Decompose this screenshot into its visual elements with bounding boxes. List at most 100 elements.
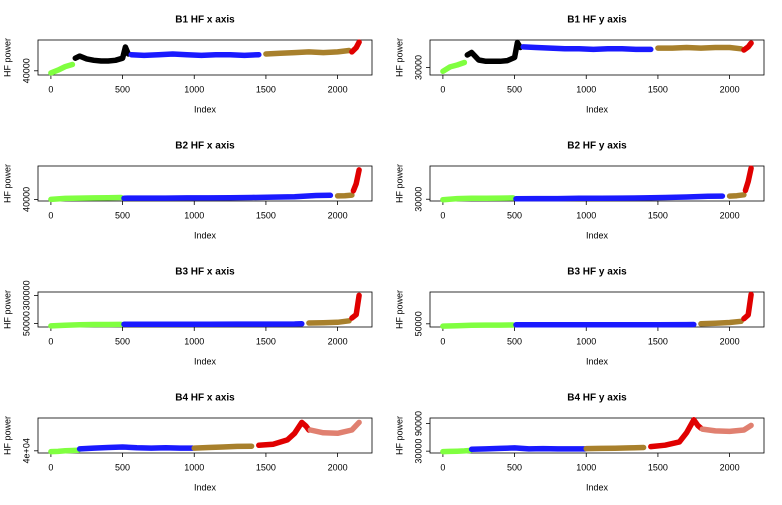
x-tick-label: 1500: [256, 336, 276, 346]
plot-box: [37, 291, 373, 328]
y-axis-label: HF power: [394, 164, 404, 203]
x-tick-label: 500: [115, 210, 130, 220]
point-series: [741, 291, 754, 322]
point-series: [655, 44, 744, 52]
x-tick-label: 2000: [720, 210, 740, 220]
x-tick-label: 0: [440, 210, 445, 220]
plot-box: [37, 417, 373, 454]
y-axis-label: HF power: [394, 38, 404, 77]
x-tick-label: 2000: [720, 336, 740, 346]
point-series: [440, 59, 468, 75]
x-axis-label: Index: [194, 104, 217, 114]
x-tick-label: 1500: [648, 462, 668, 472]
x-tick-label: 1000: [184, 210, 204, 220]
point-series: [698, 318, 744, 327]
point-series: [48, 321, 124, 329]
y-tick-label: 30000: [413, 187, 423, 212]
x-tick-label: 2000: [328, 462, 348, 472]
x-tick-label: 1500: [648, 210, 668, 220]
plot-box: [429, 417, 765, 454]
x-tick-label: 1500: [648, 336, 668, 346]
point-series: [48, 447, 81, 455]
point-series: [464, 39, 524, 65]
point-series: [520, 44, 654, 53]
x-tick-label: 1000: [184, 84, 204, 94]
y-tick-label: 4e+04: [21, 438, 31, 463]
plot-box: [37, 165, 373, 202]
x-tick-label: 1500: [256, 210, 276, 220]
point-series: [349, 292, 362, 321]
x-tick-label: 500: [507, 462, 522, 472]
x-tick-label: 0: [48, 210, 53, 220]
point-series: [468, 445, 588, 453]
plot-box: [429, 39, 765, 76]
x-tick-label: 0: [48, 84, 53, 94]
x-tick-label: 1000: [184, 462, 204, 472]
point-series: [513, 193, 726, 202]
y-tick-label: 40000: [21, 58, 31, 83]
x-tick-label: 1000: [576, 84, 596, 94]
point-series: [256, 419, 312, 449]
x-tick-label: 0: [48, 336, 53, 346]
panel-title: B2 HF y axis: [567, 141, 627, 152]
x-tick-label: 1500: [648, 84, 668, 94]
x-axis-label: Index: [586, 356, 609, 366]
point-series: [48, 61, 76, 76]
panel-title: B3 HF x axis: [175, 267, 235, 278]
x-tick-label: 0: [440, 84, 445, 94]
y-tick-label: 30000: [413, 55, 423, 80]
point-series: [726, 192, 747, 199]
point-series: [350, 167, 362, 194]
y-tick-label: 50000: [413, 311, 423, 336]
x-tick-label: 2000: [720, 462, 740, 472]
x-tick-label: 500: [507, 84, 522, 94]
x-tick-label: 2000: [328, 84, 348, 94]
x-tick-label: 500: [115, 462, 130, 472]
point-series: [440, 447, 473, 455]
panel-title: B3 HF y axis: [567, 267, 627, 278]
x-tick-label: 0: [48, 462, 53, 472]
point-series: [263, 47, 352, 57]
point-series: [742, 165, 754, 194]
y-axis-label: HF power: [2, 290, 12, 329]
x-tick-label: 2000: [328, 210, 348, 220]
panel-title: B4 HF y axis: [567, 393, 627, 404]
point-series: [440, 195, 516, 203]
x-tick-label: 500: [507, 210, 522, 220]
y-axis-label: HF power: [2, 38, 12, 77]
x-tick-label: 500: [115, 84, 130, 94]
x-tick-label: 2000: [720, 84, 740, 94]
x-tick-label: 2000: [328, 336, 348, 346]
point-series: [48, 194, 124, 203]
y-tick-label: 30000: [413, 439, 423, 464]
y-axis-label: HF power: [2, 164, 12, 203]
x-tick-label: 0: [440, 462, 445, 472]
x-tick-label: 500: [507, 336, 522, 346]
x-axis-label: Index: [194, 356, 217, 366]
x-axis-label: Index: [586, 230, 609, 240]
x-tick-label: 1000: [576, 336, 596, 346]
point-series: [334, 192, 355, 199]
point-series: [191, 443, 255, 451]
x-tick-label: 1500: [256, 84, 276, 94]
x-tick-label: 0: [440, 336, 445, 346]
y-axis-label: HF power: [394, 290, 404, 329]
y-axis-label: HF power: [394, 416, 404, 455]
point-series: [121, 192, 334, 201]
point-series: [583, 444, 647, 452]
y-tick-label: 300000: [21, 280, 31, 310]
x-tick-label: 1000: [576, 462, 596, 472]
x-tick-label: 1000: [184, 336, 204, 346]
plot-box: [37, 39, 373, 76]
x-axis-label: Index: [194, 230, 217, 240]
panel-title: B4 HF x axis: [175, 393, 235, 404]
point-series: [72, 44, 132, 64]
x-axis-label: Index: [586, 104, 609, 114]
x-axis-label: Index: [586, 482, 609, 492]
x-tick-label: 1000: [576, 210, 596, 220]
point-series: [128, 51, 262, 59]
point-series: [699, 422, 754, 435]
point-series: [741, 40, 754, 53]
x-tick-label: 500: [115, 336, 130, 346]
